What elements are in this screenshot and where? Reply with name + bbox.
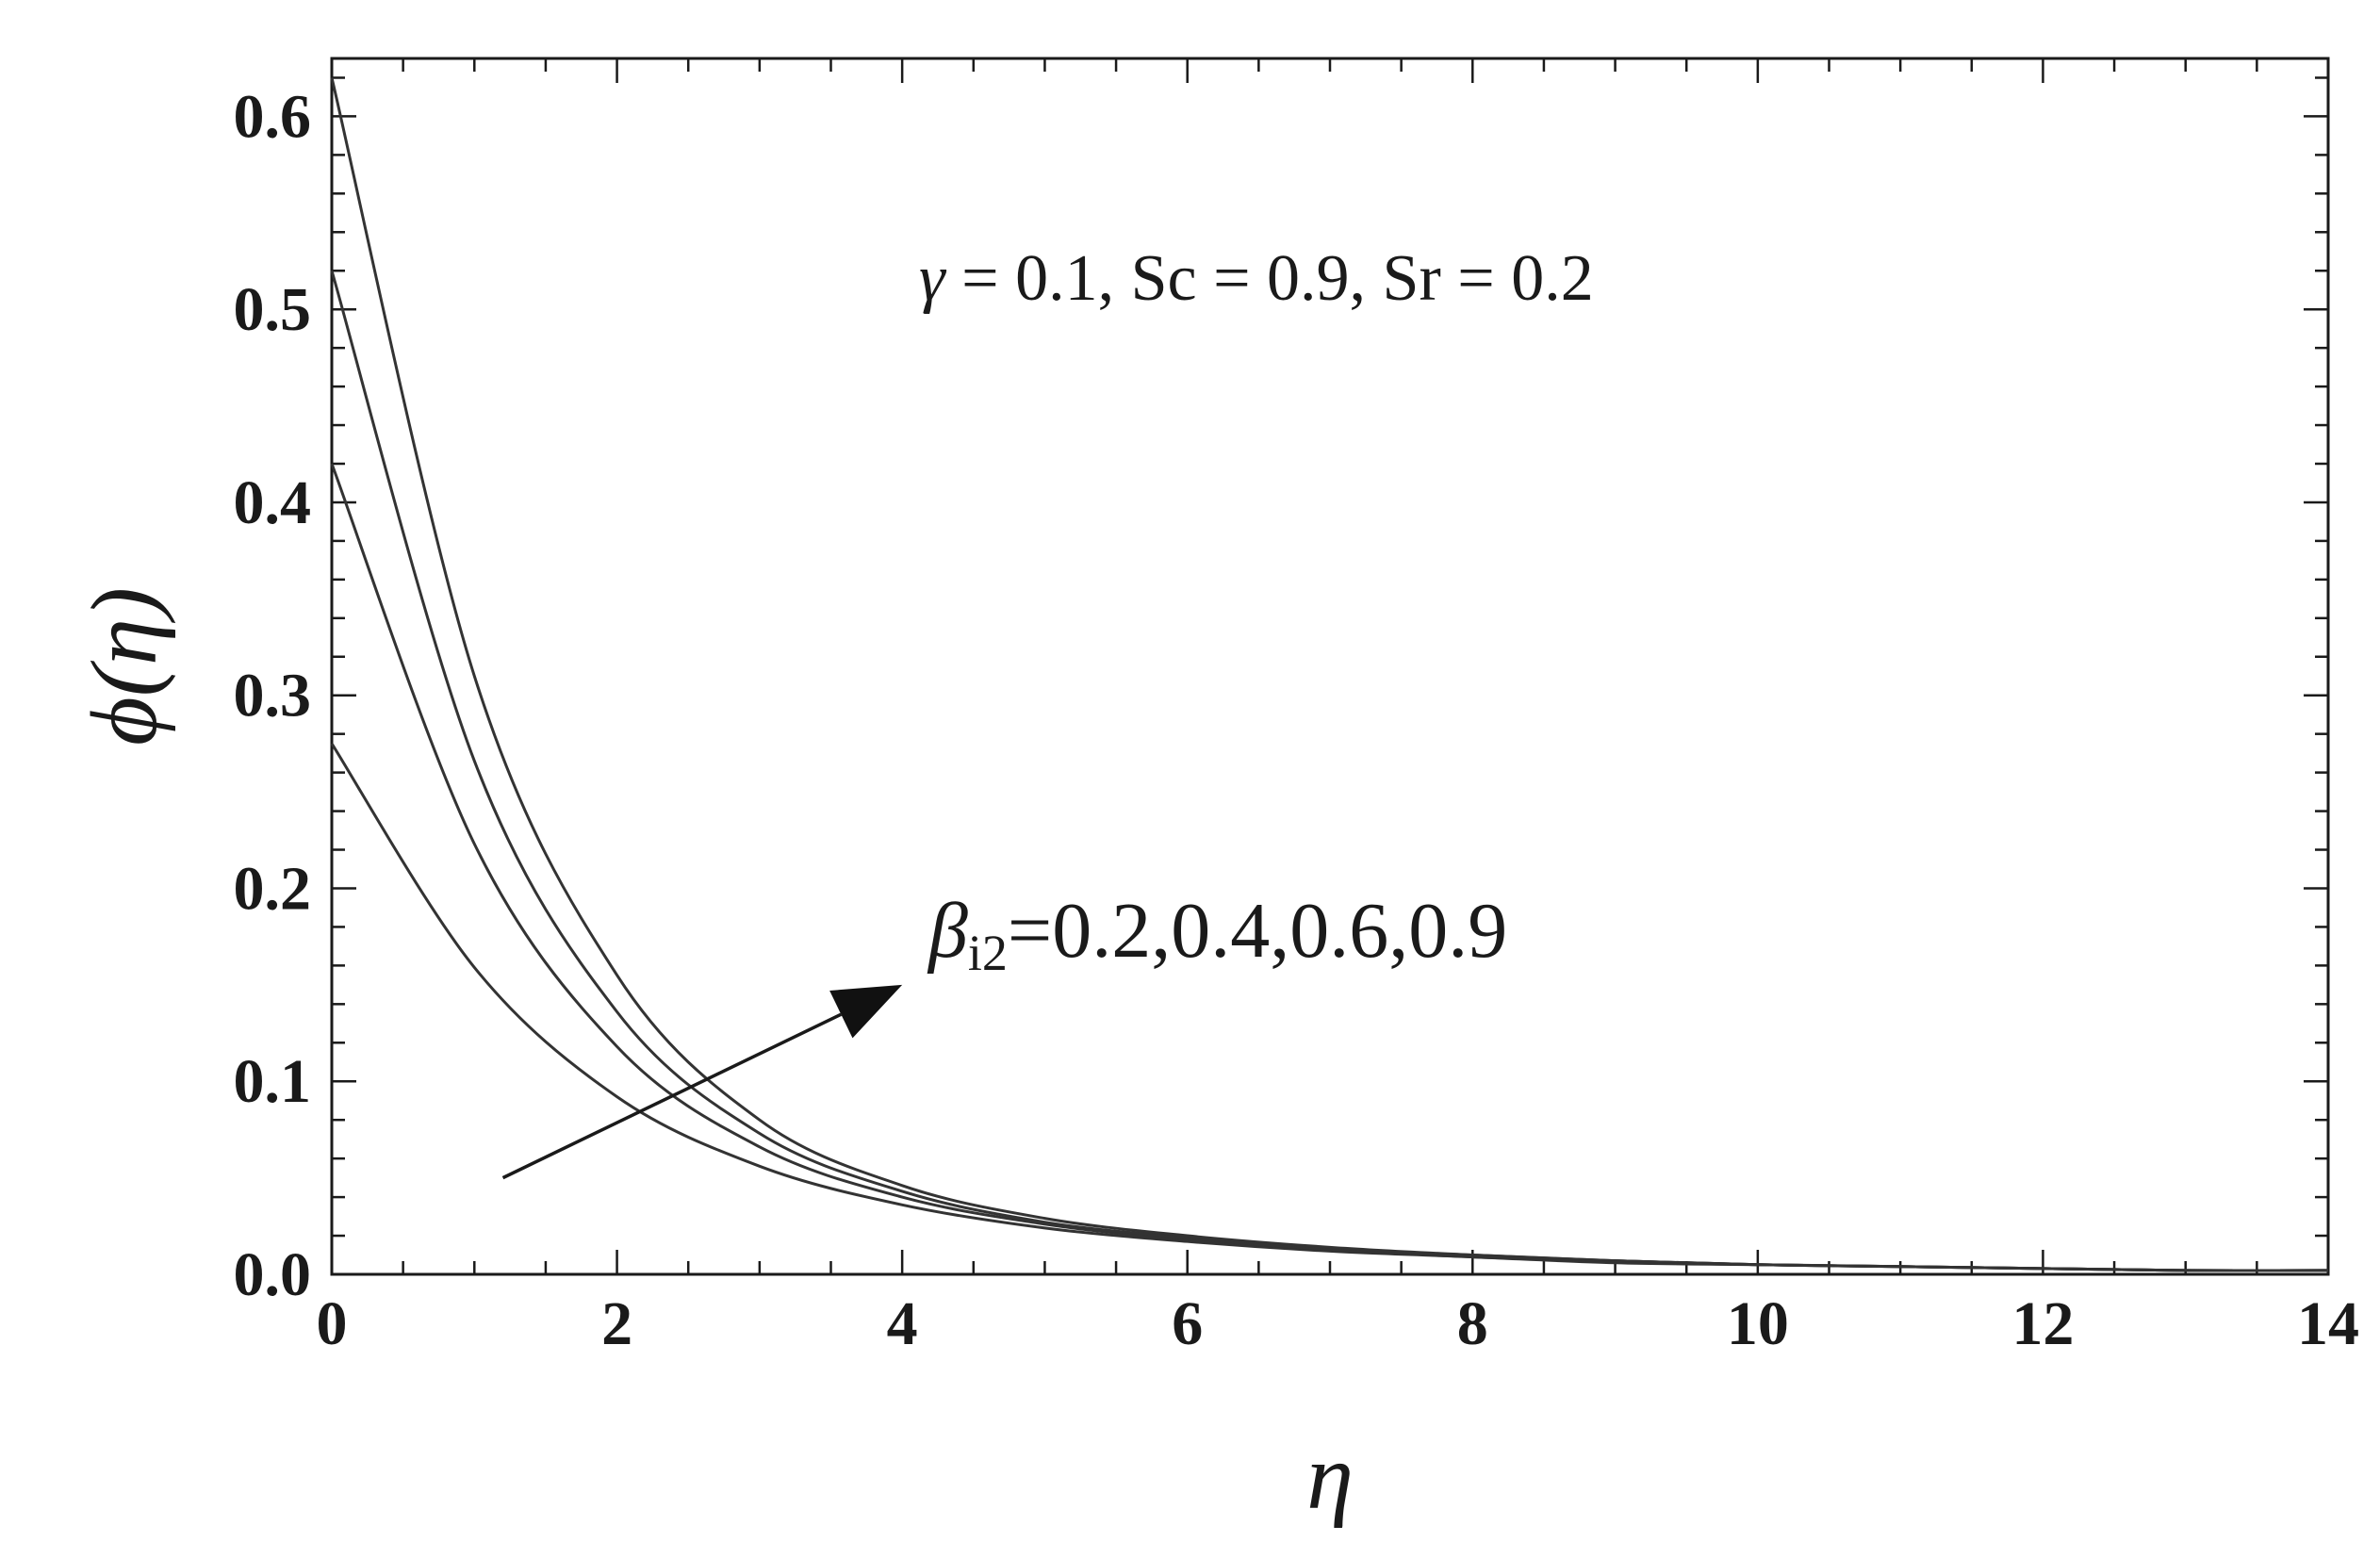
series-line-2 [330, 463, 2329, 1272]
parameter-annotation: γ = 0.1, Sc = 0.9, Sr = 0.2 [919, 242, 1594, 315]
gamma-symbol: γ [919, 242, 947, 315]
x-tick-label: 6 [1172, 1289, 1203, 1358]
x-tick-label: 8 [1457, 1289, 1488, 1358]
beta-values: =0.2,0.4,0.6,0.9 [1008, 887, 1507, 975]
y-tick-label: 0.0 [234, 1240, 312, 1309]
series-line-3 [330, 270, 2329, 1272]
y-tick-label: 0.5 [234, 275, 312, 344]
beta-symbol: β [927, 887, 968, 975]
beta-annotation: βi2=0.2,0.4,0.6,0.9 [927, 887, 1507, 981]
series-line-1 [330, 743, 2329, 1272]
x-tick-label: 12 [2011, 1289, 2074, 1358]
y-axis-label: ϕ(η) [72, 587, 176, 746]
x-tick-label: 2 [601, 1289, 632, 1358]
plot-frame [330, 57, 2330, 1276]
y-tick-label: 0.1 [234, 1047, 312, 1116]
trend-arrow [501, 1012, 843, 1180]
ticks-layer: 0 2 4 6 8 10 12 14 0.0 0.1 0.2 0.3 0.4 0.5 0.6 [234, 58, 2359, 1358]
series-layer [330, 77, 2329, 1272]
beta-subscript: i2 [968, 925, 1008, 981]
x-tick-label: 0 [317, 1289, 348, 1358]
y-tick-label: 0.4 [234, 468, 312, 537]
x-axis-label: η [1306, 1424, 1354, 1529]
y-tick-label: 0.6 [234, 82, 312, 151]
y-tick-label: 0.2 [234, 854, 312, 923]
parameter-annotation-text: = 0.1, Sc = 0.9, Sr = 0.2 [945, 242, 1594, 315]
x-tick-label: 4 [887, 1289, 918, 1358]
x-tick-label: 14 [2297, 1289, 2359, 1358]
x-tick-label: 10 [1727, 1289, 1789, 1358]
y-tick-label: 0.3 [234, 662, 312, 730]
series-line-4 [330, 77, 2329, 1272]
trend-arrow-head [829, 984, 903, 1039]
